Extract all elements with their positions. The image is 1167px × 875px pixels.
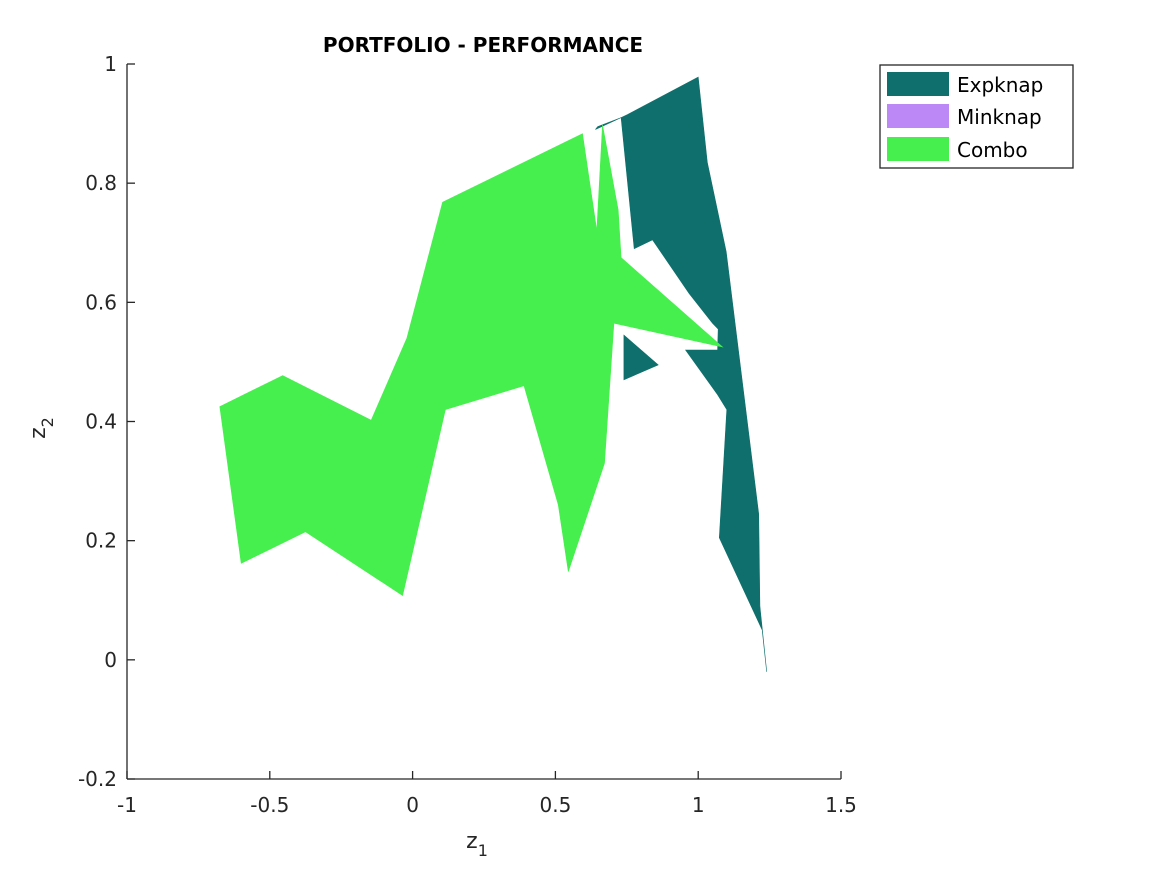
legend-label-combo: Combo xyxy=(957,138,1028,162)
plot-area xyxy=(219,76,767,672)
combo-region-1 xyxy=(219,124,724,596)
expknap-region-3 xyxy=(595,117,622,130)
y-axis-label: z2 xyxy=(26,417,57,439)
x-tick-label: 0 xyxy=(406,793,419,817)
x-axis-label-sub: 1 xyxy=(478,841,488,860)
expknap-region-2 xyxy=(623,334,659,381)
legend-swatch-expknap xyxy=(887,72,949,96)
y-tick-label: 0.2 xyxy=(85,529,117,553)
x-tick-label: -1 xyxy=(117,793,137,817)
chart-title: PORTFOLIO - PERFORMANCE xyxy=(323,33,643,57)
x-axis-label-main: z xyxy=(466,829,478,854)
y-tick-label: -0.2 xyxy=(78,767,117,791)
y-tick-label: 0.6 xyxy=(85,290,117,314)
x-ticks: -1 -0.5 0 0.5 1 1.5 xyxy=(117,771,857,817)
x-tick-label: 1.5 xyxy=(825,793,857,817)
y-tick-label: 0.4 xyxy=(85,410,117,434)
legend-label-expknap: Expknap xyxy=(957,73,1043,97)
x-tick-label: 1 xyxy=(692,793,705,817)
x-tick-label: -0.5 xyxy=(250,793,289,817)
y-tick-label: 1 xyxy=(104,52,117,76)
y-ticks: -0.2 0 0.2 0.4 0.6 0.8 1 xyxy=(78,52,135,791)
legend-label-minknap: Minknap xyxy=(957,105,1042,129)
y-axis-label-sub: 2 xyxy=(38,417,57,427)
x-tick-label: 0.5 xyxy=(539,793,571,817)
legend-swatch-combo xyxy=(887,137,949,161)
y-axis-label-main: z xyxy=(26,427,51,439)
expknap-region-1 xyxy=(620,76,767,672)
y-tick-label: 0 xyxy=(104,648,117,672)
x-axis-label: z1 xyxy=(466,829,488,860)
legend: Expknap Minknap Combo xyxy=(879,64,1074,169)
y-tick-label: 0.8 xyxy=(85,171,117,195)
legend-swatch-minknap xyxy=(887,104,949,128)
